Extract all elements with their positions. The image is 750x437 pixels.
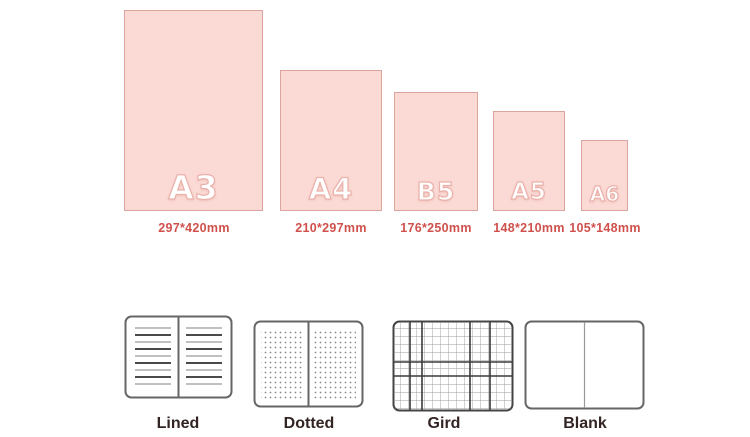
paper-b5-name: B5: [416, 177, 456, 206]
page-style-blank: [524, 320, 645, 415]
dotted-page-icon: [253, 320, 364, 408]
paper-a4-dimensions: 210*297mm: [295, 221, 367, 235]
blank-page-icon: [524, 320, 645, 410]
page-style-lined-label: Lined: [156, 415, 200, 432]
paper-b5-dimensions: 176*250mm: [400, 221, 472, 235]
page-style-blank-label: Blank: [563, 415, 607, 432]
paper-a5-dimensions: 148*210mm: [493, 221, 565, 235]
paper-b5: B5: [394, 92, 478, 211]
paper-a6: A6: [581, 140, 628, 211]
paper-a6-name: A6: [589, 182, 620, 206]
page-style-dotted-label: Dotted: [283, 415, 335, 432]
paper-a5-name: A5: [510, 179, 547, 205]
page-style-grid-label: Gird: [427, 415, 461, 432]
page-style-lined: [124, 315, 233, 404]
paper-a5: A5: [493, 111, 565, 211]
paper-a6-dimensions: 105*148mm: [569, 221, 641, 235]
page-style-dotted: [253, 320, 364, 413]
paper-a4-name: A4: [308, 172, 354, 206]
paper-a3-dimensions: 297*420mm: [158, 221, 230, 235]
grid-page-icon: [392, 320, 514, 412]
lined-page-icon: [124, 315, 233, 399]
paper-a3: A3: [124, 10, 263, 211]
page-style-grid: [392, 320, 514, 417]
paper-a4: A4: [280, 70, 382, 211]
paper-a3-name: A3: [168, 168, 219, 207]
